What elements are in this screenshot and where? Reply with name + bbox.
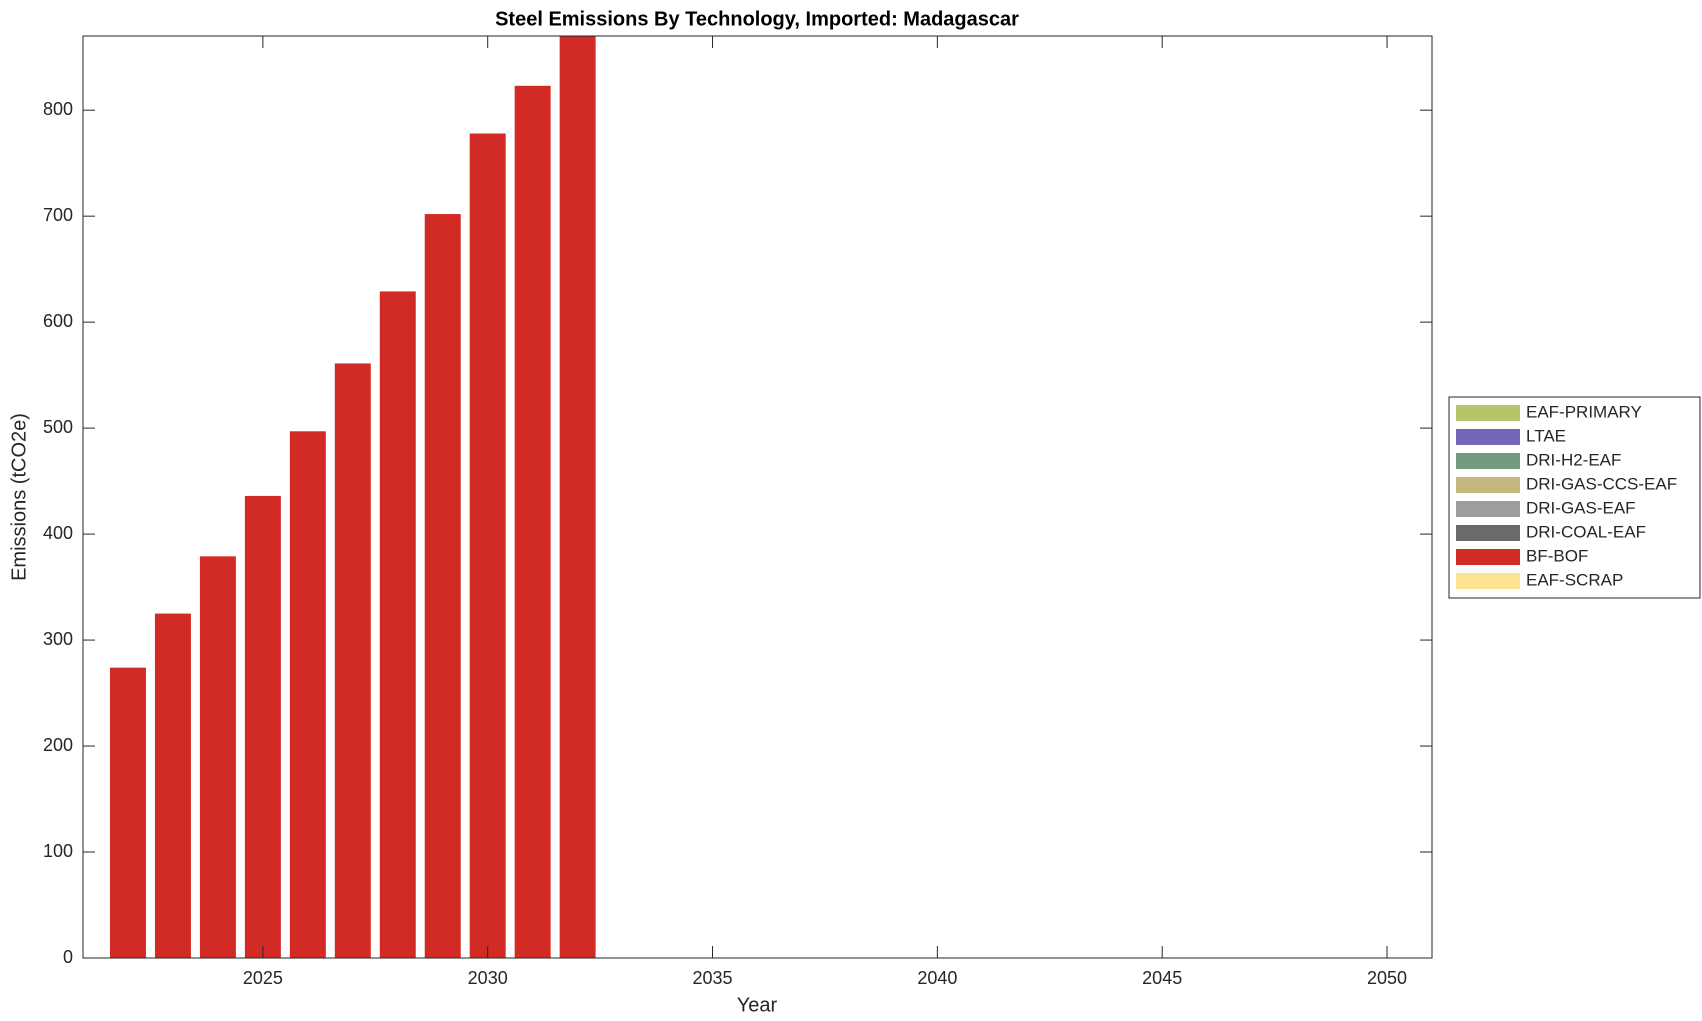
- y-tick-label: 200: [43, 735, 73, 755]
- bar-segment: [514, 85, 551, 958]
- y-tick-label: 100: [43, 841, 73, 861]
- y-tick-label: 500: [43, 417, 73, 437]
- legend-label: DRI-COAL-EAF: [1526, 522, 1646, 541]
- legend-swatch: [1456, 405, 1520, 421]
- bar-segment: [289, 431, 326, 958]
- y-axis-label: Emissions (tCO2e): [8, 413, 30, 581]
- bar-segment: [424, 214, 461, 958]
- y-tick-label: 400: [43, 523, 73, 543]
- legend-label: BF-BOF: [1526, 546, 1588, 565]
- x-tick-label: 2035: [693, 968, 733, 988]
- legend-label: LTAE: [1526, 426, 1566, 445]
- legend-swatch: [1456, 501, 1520, 517]
- legend-label: EAF-SCRAP: [1526, 570, 1623, 589]
- legend-swatch: [1456, 453, 1520, 469]
- y-tick-label: 0: [63, 947, 73, 967]
- chart-title: Steel Emissions By Technology, Imported:…: [495, 8, 1019, 30]
- legend-swatch: [1456, 573, 1520, 589]
- legend-label: DRI-H2-EAF: [1526, 450, 1621, 469]
- legend-swatch: [1456, 525, 1520, 541]
- legend-label: EAF-PRIMARY: [1526, 402, 1642, 421]
- legend-swatch: [1456, 477, 1520, 493]
- y-tick-label: 800: [43, 99, 73, 119]
- legend-swatch: [1456, 549, 1520, 565]
- bar-segment: [109, 667, 146, 958]
- bar-segment: [334, 363, 371, 958]
- legend-label: DRI-GAS-CCS-EAF: [1526, 474, 1677, 493]
- y-tick-label: 600: [43, 311, 73, 331]
- bar-segment: [379, 291, 416, 958]
- x-tick-label: 2045: [1142, 968, 1182, 988]
- legend-swatch: [1456, 429, 1520, 445]
- x-tick-label: 2025: [243, 968, 283, 988]
- legend-label: DRI-GAS-EAF: [1526, 498, 1636, 517]
- plot-frame: [82, 35, 1433, 959]
- x-tick-label: 2050: [1367, 968, 1407, 988]
- bar-segment: [559, 36, 596, 958]
- x-tick-label: 2040: [917, 968, 957, 988]
- y-tick-label: 700: [43, 205, 73, 225]
- bar-segment: [244, 495, 281, 958]
- y-tick-label: 300: [43, 629, 73, 649]
- x-tick-label: 2030: [468, 968, 508, 988]
- bar-segment: [154, 613, 191, 958]
- bar-segment: [469, 133, 506, 958]
- bar-segment: [199, 556, 236, 958]
- x-axis-label: Year: [737, 994, 778, 1016]
- plot-area: [109, 36, 596, 958]
